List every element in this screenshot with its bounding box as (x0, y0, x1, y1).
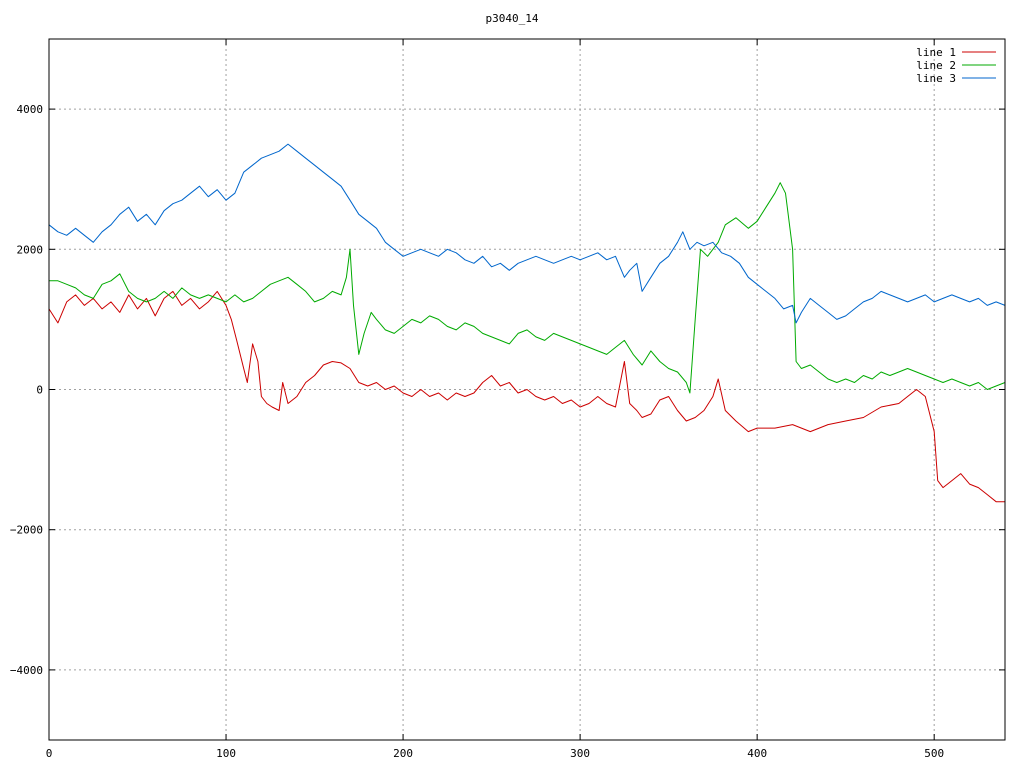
x-tick-label: 200 (393, 747, 413, 760)
y-tick-label: 0 (36, 384, 43, 397)
chart-title: p3040_14 (486, 12, 539, 25)
grid-layer (49, 39, 1005, 740)
x-tick-label: 0 (46, 747, 53, 760)
y-tick-label: 4000 (17, 103, 44, 116)
legend-label-2: line 2 (916, 59, 956, 72)
y-tick-label: −2000 (10, 524, 43, 537)
series-line-3 (48, 143, 1006, 324)
series-layer (48, 143, 1006, 503)
x-tick-label: 500 (924, 747, 944, 760)
x-tick-label: 100 (216, 747, 236, 760)
x-tick-label: 400 (747, 747, 767, 760)
legend-label-3: line 3 (916, 72, 956, 85)
tick-layer: 0 100 200 300 400 500 −4000 −2000 0 2000 4000 (10, 39, 1005, 760)
y-tick-label: −4000 (10, 664, 43, 677)
series-line-1 (48, 290, 1005, 503)
y-tick-label: 2000 (17, 243, 44, 256)
x-tick-label: 300 (570, 747, 590, 760)
series-line-2 (49, 182, 1006, 394)
legend-label-1: line 1 (916, 46, 956, 59)
